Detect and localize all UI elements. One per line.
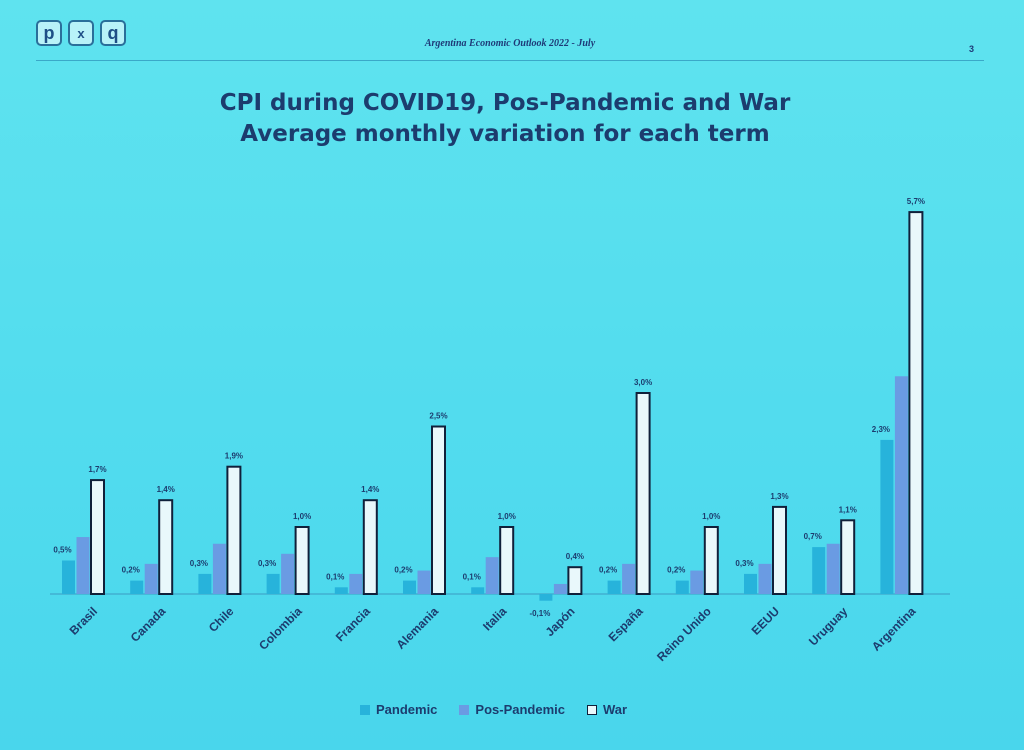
bar-war-alemania	[431, 425, 446, 595]
bar-war-colombia	[294, 526, 310, 595]
bar-pos-pandemic-chile	[212, 543, 226, 594]
data-label-war-reino-unido: 1,0%	[702, 512, 720, 521]
chart-subtitle: Average monthly variation for each term	[240, 121, 770, 147]
tick-label-italia: Italia	[480, 604, 509, 633]
bar-pandemic-chile	[198, 573, 212, 594]
bar-war-italia	[499, 526, 515, 595]
bar-pandemic-brasil	[62, 560, 75, 594]
tick-label-eeuu: EEUU	[749, 604, 782, 637]
bar-war-uruguay	[840, 519, 856, 595]
legend-swatch-pos-pandemic	[459, 704, 470, 715]
data-label-war-colombia: 1,0%	[293, 512, 311, 521]
tick-label-espana: España	[606, 604, 646, 644]
data-label-pandemic-francia: 0,1%	[326, 572, 344, 581]
bar-pos-pandemic-reino-unido	[690, 570, 704, 594]
bar-pos-pandemic-eeuu	[758, 563, 772, 594]
legend-label-war: War	[603, 702, 628, 717]
bar-pandemic-colombia	[266, 573, 280, 594]
bar-pos-pandemic-argentina	[894, 376, 908, 594]
data-label-war-japon: 0,4%	[566, 552, 584, 561]
legend-swatch-war	[587, 704, 598, 715]
data-label-pandemic-alemania: 0,2%	[394, 566, 412, 575]
data-label-pandemic-italia: 0,1%	[463, 572, 481, 581]
tick-label-reino-unido: Reino Unido	[654, 604, 714, 664]
data-label-pandemic-argentina: 2,3%	[872, 425, 890, 434]
legend-label-pos-pandemic: Pos-Pandemic	[475, 702, 566, 717]
tick-label-brasil: Brasil	[67, 604, 100, 637]
tick-label-chile: Chile	[206, 604, 237, 635]
data-label-pandemic-brasil: 0,5%	[53, 546, 71, 555]
data-label-war-alemania: 2,5%	[429, 412, 447, 421]
bar-pos-pandemic-espana	[622, 563, 636, 594]
legend-label-pandemic: Pandemic	[376, 702, 438, 717]
bar-pandemic-japon	[539, 594, 553, 601]
logo-letter-p: p	[36, 20, 62, 46]
data-label-pandemic-japon: -0,1%	[529, 609, 550, 618]
bar-pos-pandemic-francia	[349, 573, 363, 594]
data-label-pandemic-chile: 0,3%	[190, 559, 208, 568]
bar-war-espana	[635, 392, 651, 595]
data-label-war-uruguay: 1,1%	[839, 505, 857, 514]
legend-item-war: War	[587, 702, 627, 717]
chart-title-block: CPI during COVID19, Pos-Pandemic and War…	[0, 88, 1010, 150]
bar-pandemic-eeuu	[744, 573, 757, 594]
data-label-war-francia: 1,4%	[361, 485, 379, 494]
header-divider	[36, 60, 984, 61]
tick-label-uruguay: Uruguay	[806, 604, 851, 649]
bar-war-argentina	[908, 211, 924, 595]
bar-pos-pandemic-alemania	[417, 570, 431, 594]
data-label-war-argentina: 5,7%	[907, 197, 925, 206]
data-label-war-canada: 1,4%	[157, 485, 175, 494]
bar-pos-pandemic-japon	[553, 583, 567, 594]
bar-pos-pandemic-brasil	[76, 537, 90, 594]
bar-pandemic-uruguay	[812, 547, 826, 594]
data-label-war-italia: 1,0%	[498, 512, 516, 521]
legend-item-pandemic: Pandemic	[360, 702, 437, 717]
bar-war-japon	[567, 566, 583, 596]
bar-pos-pandemic-canada	[144, 563, 158, 594]
bar-war-canada	[158, 499, 174, 596]
tick-label-canada: Canada	[128, 604, 169, 645]
bar-pandemic-canada	[130, 580, 144, 594]
bar-pandemic-alemania	[403, 580, 416, 594]
data-label-war-brasil: 1,7%	[88, 465, 106, 474]
bar-pos-pandemic-italia	[485, 557, 499, 594]
bar-pandemic-reino-unido	[675, 580, 689, 594]
bar-war-chile	[226, 465, 242, 596]
pxq-logo: p x q	[36, 20, 126, 46]
data-label-pandemic-espana: 0,2%	[599, 566, 617, 575]
data-label-pandemic-eeuu: 0,3%	[735, 559, 753, 568]
bar-war-francia	[362, 499, 378, 596]
tick-label-alemania: Alemania	[393, 604, 441, 652]
legend-swatch-pandemic	[360, 704, 370, 715]
logo-letter-q: q	[100, 20, 126, 46]
tick-label-colombia: Colombia	[256, 604, 305, 653]
tick-label-argentina: Argentina	[869, 604, 919, 654]
bar-war-reino-unido	[703, 526, 719, 595]
data-label-war-eeuu: 1,3%	[770, 492, 788, 501]
bar-pandemic-italia	[471, 587, 485, 594]
bar-war-brasil	[90, 479, 105, 596]
bar-pandemic-espana	[607, 580, 621, 594]
legend-item-pos-pandemic: Pos-Pandemic	[459, 702, 565, 717]
data-label-pandemic-uruguay: 0,7%	[804, 532, 822, 541]
page-number: 3	[968, 44, 974, 54]
tick-label-francia: Francia	[333, 604, 373, 644]
logo-letter-x: x	[68, 20, 94, 46]
data-label-pandemic-reino-unido: 0,2%	[667, 566, 685, 575]
bar-pandemic-francia	[334, 587, 348, 594]
chart-legend: Pandemic Pos-Pandemic War	[360, 702, 627, 717]
bar-pos-pandemic-colombia	[281, 553, 295, 594]
data-label-pandemic-canada: 0,2%	[122, 566, 140, 575]
slide-header-title: Argentina Economic Outlook 2022 - July	[424, 38, 596, 49]
data-label-war-chile: 1,9%	[225, 452, 243, 461]
bar-war-eeuu	[772, 505, 787, 595]
bar-pos-pandemic-uruguay	[826, 543, 840, 594]
data-label-pandemic-colombia: 0,3%	[258, 559, 276, 568]
data-label-war-espana: 3,0%	[634, 378, 652, 387]
bar-pandemic-argentina	[880, 439, 894, 594]
chart-title: CPI during COVID19, Pos-Pandemic and War	[219, 90, 791, 116]
